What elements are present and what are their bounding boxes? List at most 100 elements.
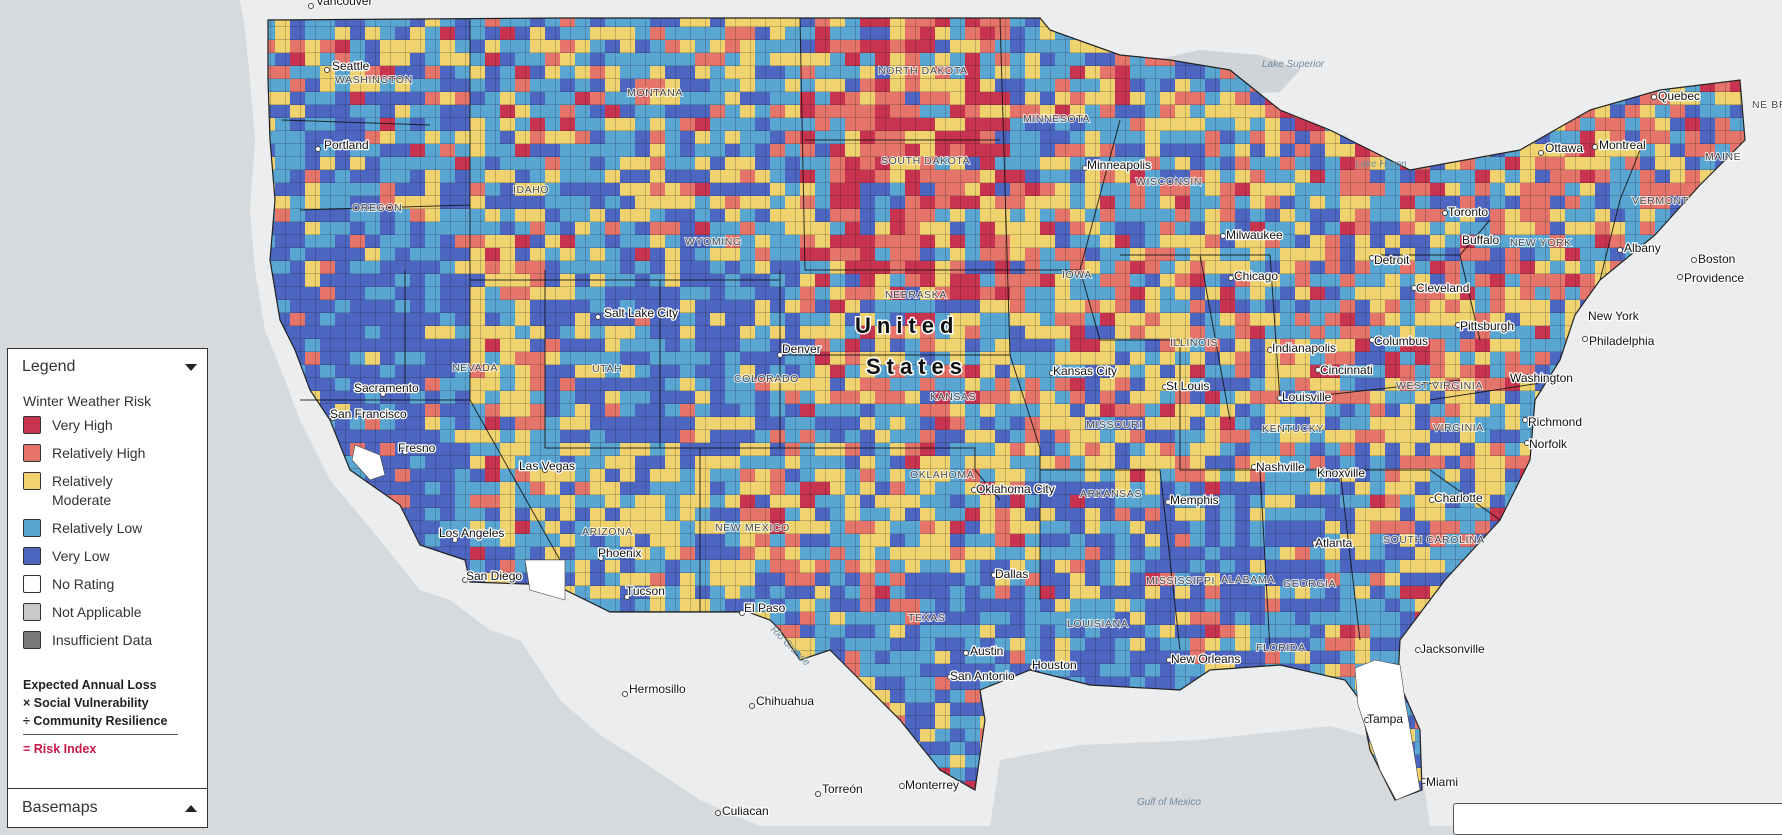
bottom-right-panel[interactable] xyxy=(1453,803,1782,835)
legend-toggle[interactable]: Legend xyxy=(7,348,208,386)
city-pittsburgh: Pittsburgh xyxy=(1460,319,1514,333)
city-cleveland: Cleveland xyxy=(1416,281,1469,295)
state-label-texas: TEXAS xyxy=(908,612,945,624)
chevron-down-icon[interactable] xyxy=(185,364,197,371)
city-ottawa: Ottawa xyxy=(1545,141,1583,155)
city-chihuahua: Chihuahua xyxy=(756,694,814,708)
city-toronto: Toronto xyxy=(1448,205,1488,219)
legend-item-relatively-low: Relatively Low xyxy=(23,519,193,538)
state-label-oregon: OREGON xyxy=(352,202,402,214)
city-vancouver: Vancouver xyxy=(316,0,372,8)
city-albany: Albany xyxy=(1624,241,1661,255)
basemaps-header-label: Basemaps xyxy=(22,799,98,817)
legend-item-label: Very Low xyxy=(52,547,172,566)
city-salt-lake-city: Salt Lake City xyxy=(604,306,678,320)
city-providence: Providence xyxy=(1684,271,1744,285)
city-seattle: Seattle xyxy=(332,59,370,73)
state-label-illinois: ILLINOIS xyxy=(1170,337,1218,349)
city-monterrey: Monterrey xyxy=(905,778,959,792)
state-label-wisconsin: WISCONSIN xyxy=(1136,176,1202,188)
legend-swatch xyxy=(23,631,41,649)
legend-item-label: Very High xyxy=(52,416,172,435)
city-buffalo: Buffalo xyxy=(1462,233,1499,247)
formula-divider xyxy=(23,734,178,735)
state-label-virginia: VIRGINIA xyxy=(1433,422,1484,434)
state-label-iowa: IOWA xyxy=(1062,269,1092,281)
legend-item-label: Relatively Moderate xyxy=(52,472,172,510)
legend-item-insufficient-data: Insufficient Data xyxy=(23,631,193,650)
edge-label-new-brunswick: NE BRUNS xyxy=(1752,99,1782,111)
state-label-arizona: ARIZONA xyxy=(582,526,633,538)
city-portland: Portland xyxy=(324,138,369,152)
water-label-lake-superior: Lake Superior xyxy=(1262,59,1325,70)
legend-header-label: Legend xyxy=(22,358,75,376)
state-label-minnesota: MINNESOTA xyxy=(1023,113,1090,125)
city-chicago: Chicago xyxy=(1234,269,1278,283)
state-label-kentucky: KENTUCKY xyxy=(1262,423,1324,435)
risk-formula: Expected Annual Loss × Social Vulnerabil… xyxy=(23,676,193,758)
legend-swatch xyxy=(23,472,41,490)
city-denver: Denver xyxy=(782,342,821,356)
legend-swatch xyxy=(23,603,41,621)
chevron-up-icon[interactable] xyxy=(185,805,197,812)
state-label-montana: MONTANA xyxy=(627,87,683,99)
legend-swatch xyxy=(23,575,41,593)
country-label-line1: United xyxy=(855,313,959,338)
city-detroit: Detroit xyxy=(1374,253,1410,267)
city-cincinnati: Cincinnati xyxy=(1320,363,1373,377)
city-washington: Washington xyxy=(1510,371,1573,385)
state-label-vermont: VERMONT xyxy=(1632,195,1689,207)
state-label-nevada: NEVADA xyxy=(452,362,498,374)
basemaps-toggle[interactable]: Basemaps xyxy=(7,788,208,828)
city-san-diego: San Diego xyxy=(466,569,522,583)
state-label-georgia: GEORGIA xyxy=(1283,578,1336,590)
state-label-utah: UTAH xyxy=(592,363,622,375)
city-fresno: Fresno xyxy=(398,441,436,455)
city-culiacan: Culiacan xyxy=(722,804,769,818)
city-las-vegas: Las Vegas xyxy=(519,459,575,473)
city-louisville: Louisville xyxy=(1282,390,1332,404)
city-phoenix: Phoenix xyxy=(598,546,641,560)
state-label-wyoming: WYOMING xyxy=(685,236,742,248)
city-dallas: Dallas xyxy=(995,567,1028,581)
state-label-new-mexico: NEW MEXICO xyxy=(715,522,790,534)
state-label-washington: WASHINGTON xyxy=(335,74,413,86)
city-san-antonio: San Antonio xyxy=(950,669,1015,683)
water-label-lake-huron: Lake Huron xyxy=(1355,159,1407,170)
city-montreal: Montreal xyxy=(1599,138,1646,152)
water-label-gulf-of-mexico: Gulf of Mexico xyxy=(1137,797,1201,808)
city-el-paso: El Paso xyxy=(744,601,786,615)
state-label-arkansas: ARKANSAS xyxy=(1080,488,1142,500)
legend-item-label: Relatively High xyxy=(52,444,172,463)
city-new-orleans: New Orleans xyxy=(1171,652,1240,666)
city-sacramento: Sacramento xyxy=(354,381,419,395)
city-tampa: Tampa xyxy=(1367,712,1403,726)
legend-item-label: No Rating xyxy=(52,575,172,594)
city-boston: Boston xyxy=(1698,252,1735,266)
legend-panel: Winter Weather Risk Very High Relatively… xyxy=(7,385,208,788)
city-los-angeles: Los Angeles xyxy=(439,526,504,540)
state-label-mississippi: MISSISSIPPI xyxy=(1146,575,1215,587)
state-label-south-carolina: SOUTH CAROLINA xyxy=(1383,534,1485,546)
city-kansas-city: Kansas City xyxy=(1053,364,1117,378)
city-nashville: Nashville xyxy=(1256,460,1305,474)
state-label-west-virginia: WEST VIRGINIA xyxy=(1396,380,1483,392)
city-new-york: New York xyxy=(1588,309,1640,323)
country-label-line2: States xyxy=(866,354,968,379)
legend-item-label: Insufficient Data xyxy=(52,631,172,650)
legend-item-very-low: Very Low xyxy=(23,547,193,566)
state-label-missouri: MISSOURI xyxy=(1086,419,1143,431)
city-atlanta: Atlanta xyxy=(1315,536,1353,550)
state-label-louisiana: LOUISIANA xyxy=(1067,618,1128,630)
city-richmond: Richmond xyxy=(1528,415,1582,429)
city-minneapolis: Minneapolis xyxy=(1087,158,1151,172)
city-san-francisco: San Francisco xyxy=(330,407,407,421)
state-label-kansas: KANSAS xyxy=(930,391,976,403)
legend-swatch xyxy=(23,547,41,565)
city-st-louis: St Louis xyxy=(1166,379,1209,393)
state-label-south-dakota: SOUTH DAKOTA xyxy=(881,155,970,167)
legend-item-very-high: Very High xyxy=(23,416,193,435)
state-label-idaho: IDAHO xyxy=(513,184,549,196)
city-torreon: Torreón xyxy=(822,782,863,796)
